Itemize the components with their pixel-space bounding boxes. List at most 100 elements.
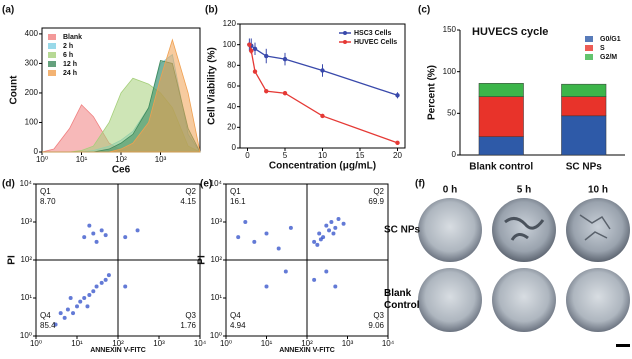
image-grid: (f) 0 h 5 h 10 h SC NPs Blank Control — [384, 179, 630, 347]
quadrant-value: 16.1 — [230, 197, 246, 206]
y-tick-label: 400 — [25, 29, 39, 38]
x-tick-label: 10⁰ — [36, 155, 48, 164]
point — [106, 273, 111, 278]
panel-label: (f) — [415, 179, 425, 190]
x-tick-label: 5 — [283, 151, 288, 160]
line — [248, 44, 398, 144]
panel-label: (a) — [2, 5, 14, 16]
x-tick-label: 10³ — [342, 339, 354, 348]
y-tick-label: 0 — [452, 150, 457, 159]
point — [264, 231, 269, 236]
y-axis-label: Count — [9, 75, 20, 105]
quadrant-value: 1.76 — [180, 321, 196, 330]
y-tick-label: 80 — [227, 60, 236, 69]
point — [276, 246, 281, 251]
x-tick-label: 0 — [245, 151, 250, 160]
bar-segment — [561, 96, 607, 117]
point — [282, 56, 288, 62]
point — [243, 220, 248, 224]
y-axis-label: PI — [7, 255, 18, 265]
point — [85, 304, 90, 309]
legend-label: Blank — [63, 34, 82, 41]
y-tick-label: 100 — [443, 67, 457, 76]
x-tick-label: 10¹ — [71, 339, 83, 348]
x-tick-label: 10³ — [153, 339, 165, 348]
x-tick-label: 20 — [393, 151, 402, 160]
bar-segment — [478, 96, 524, 137]
x-axis-label: Ce6 — [112, 165, 131, 176]
point — [123, 235, 128, 240]
micrograph — [566, 198, 630, 262]
legend-swatch — [48, 61, 56, 67]
legend-swatch — [585, 36, 593, 42]
y-tick-label: 10⁰ — [20, 331, 32, 340]
point — [75, 304, 79, 309]
x-axis-label: ANNEXIN V-FITC — [279, 347, 335, 354]
point — [249, 48, 254, 54]
micrograph — [418, 198, 482, 262]
point — [103, 277, 108, 282]
micrograph — [418, 268, 482, 332]
point — [78, 299, 83, 304]
point — [395, 140, 400, 146]
y-tick-label: 300 — [25, 59, 39, 68]
point — [71, 311, 76, 316]
point — [68, 296, 73, 300]
quadrant-value: 85.4 — [40, 321, 56, 330]
point — [103, 233, 108, 238]
y-tick-label: 150 — [443, 25, 457, 34]
point — [65, 307, 70, 312]
legend-swatch — [343, 40, 347, 44]
quadrant-value: 9.06 — [368, 321, 384, 330]
area — [42, 38, 201, 153]
point — [315, 242, 320, 247]
point — [87, 223, 92, 228]
point — [288, 225, 293, 230]
quadrant-name: Q3 — [373, 311, 384, 320]
y-tick-label: 10³ — [20, 217, 32, 226]
y-tick-label: 100 — [223, 40, 237, 49]
y-tick-label: 20 — [227, 122, 236, 131]
point — [283, 269, 288, 274]
point — [123, 284, 128, 289]
legend-swatch — [585, 45, 593, 51]
column-label: 0 h — [443, 185, 457, 196]
y-axis-label: Percent (%) — [427, 65, 438, 120]
x-tick-label: 10² — [115, 155, 127, 164]
point — [94, 284, 99, 289]
point — [94, 239, 99, 244]
bar-segment — [478, 136, 524, 156]
quadrant-name: Q3 — [185, 311, 196, 320]
y-tick-label: 200 — [25, 88, 39, 97]
quadrant-name: Q2 — [373, 187, 384, 196]
point — [252, 46, 258, 51]
row-label: Blank Control — [384, 288, 420, 311]
quadrant-name: Q4 — [40, 311, 51, 320]
point — [135, 228, 140, 233]
y-axis-label: Cell Viability (%) — [207, 47, 218, 125]
panel-label: (e) — [200, 179, 212, 190]
legend-swatch — [48, 52, 56, 58]
legend-label: 6 h — [63, 52, 73, 59]
point — [82, 235, 87, 240]
legend-swatch — [48, 34, 56, 40]
x-tick-label: 15 — [356, 151, 365, 160]
point — [236, 235, 241, 240]
x-tick-label: 10 — [318, 151, 327, 160]
x-tick-label: 10⁰ — [30, 339, 42, 348]
y-tick-label: 50 — [447, 108, 456, 117]
y-tick-label: 100 — [25, 118, 39, 127]
legend-label: 12 h — [63, 61, 77, 68]
point — [91, 289, 96, 294]
x-tick-label: 10¹ — [261, 339, 273, 348]
point — [62, 315, 67, 320]
quadrant-name: Q1 — [40, 187, 51, 196]
tube-network — [579, 214, 611, 241]
legend-label: HSC3 Cells — [354, 30, 391, 37]
point — [320, 113, 325, 119]
tube-network — [504, 217, 545, 241]
point — [333, 225, 338, 230]
point — [312, 239, 317, 244]
y-tick-label: 10³ — [210, 217, 222, 226]
